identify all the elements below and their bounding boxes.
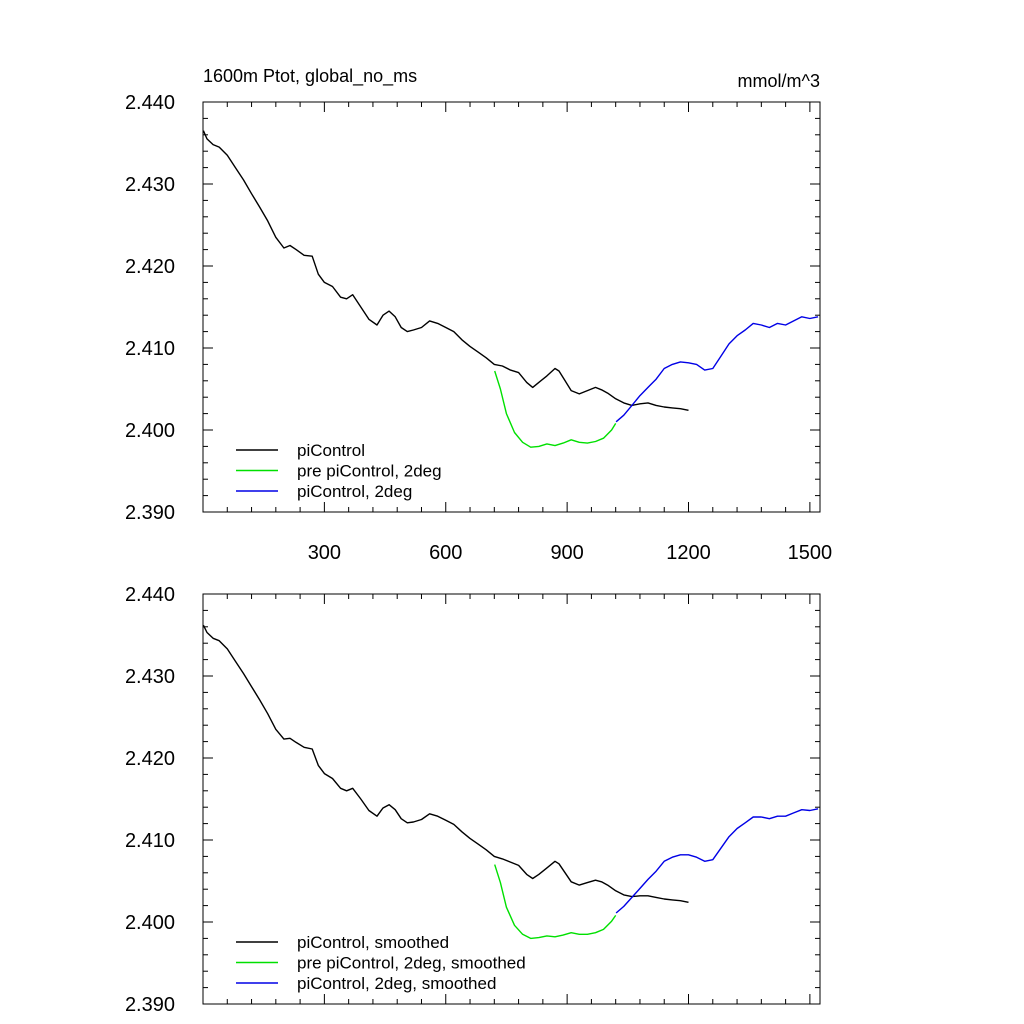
x-axis: 300 600 900 1200 1500 — [226, 102, 833, 564]
legend-label: piControl, smoothed — [297, 933, 449, 952]
y-tick-label: 2.390 — [125, 502, 175, 524]
series-line — [494, 370, 617, 448]
y-axis: 2.390 2.400 2.410 2.420 2.430 2.440 — [125, 92, 820, 524]
series-line — [202, 130, 689, 411]
x-tick-label: 1500 — [788, 542, 833, 564]
y-tick-label: 2.400 — [125, 912, 175, 934]
y-tick-label: 2.410 — [125, 830, 175, 852]
legend-label: piControl — [297, 441, 365, 460]
legend-label: piControl, 2deg — [297, 482, 412, 501]
y-tick-label: 2.430 — [125, 174, 175, 196]
plot-frame — [202, 101, 821, 513]
y-tick-label: 2.400 — [125, 420, 175, 442]
legend: piControl, smoothed pre piControl, 2deg, … — [236, 933, 526, 993]
y-tick-label: 2.430 — [125, 666, 175, 688]
series-line — [615, 808, 819, 914]
series-lines — [202, 130, 819, 448]
y-tick-label: 2.440 — [125, 92, 175, 114]
y-tick-label: 2.420 — [125, 256, 175, 278]
legend-label: pre piControl, 2deg, smoothed — [297, 954, 526, 973]
y-tick-label: 2.440 — [125, 584, 175, 606]
legend-label: piControl, 2deg, smoothed — [297, 974, 496, 993]
plot-frame — [202, 593, 821, 1005]
units-label: mmol/m^3 — [738, 71, 820, 91]
y-axis: 2.390 2.400 2.410 2.420 2.430 2.440 — [125, 584, 820, 1016]
x-tick-label: 300 — [308, 542, 341, 564]
series-line — [494, 864, 617, 940]
x-tick-label: 1200 — [666, 542, 711, 564]
x-tick-label: 900 — [550, 542, 583, 564]
top-panel: 1600m Ptot, global_no_ms mmol/m^3 2.3902… — [125, 66, 832, 564]
legend-label: pre piControl, 2deg — [297, 462, 442, 481]
bottom-panel: 2.390 2.400 2.410 2.420 2.430 2.440 piControl… — [125, 584, 821, 1016]
chart-title: 1600m Ptot, global_no_ms — [203, 66, 417, 87]
y-tick-label: 2.410 — [125, 338, 175, 360]
series-line — [202, 624, 689, 903]
x-tick-label: 600 — [429, 542, 462, 564]
x-axis — [226, 594, 811, 1004]
y-tick-label: 2.390 — [125, 994, 175, 1016]
y-tick-label: 2.420 — [125, 748, 175, 770]
series-lines — [202, 624, 819, 940]
series-line — [615, 316, 819, 423]
